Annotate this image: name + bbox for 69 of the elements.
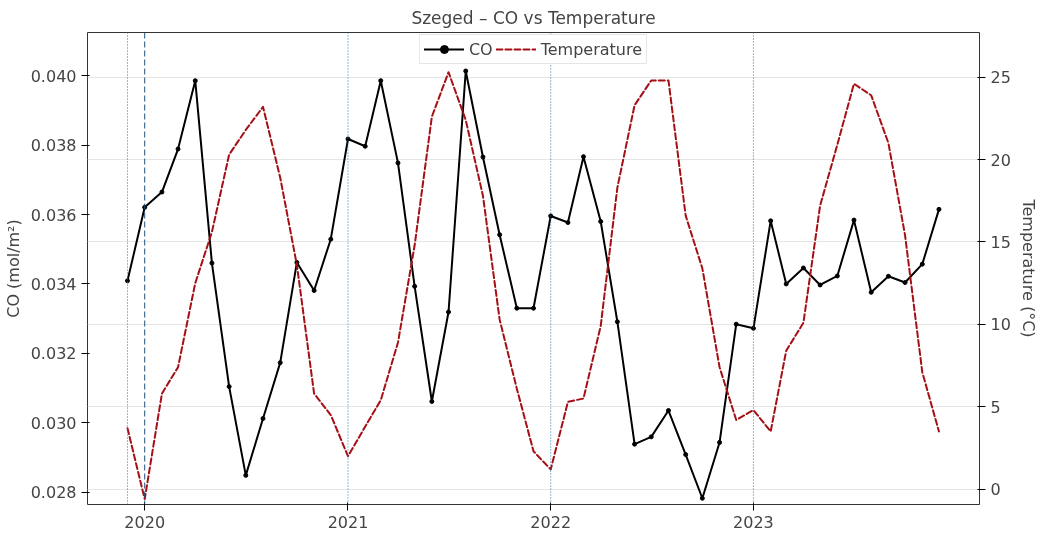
point [463, 68, 469, 74]
point [699, 495, 705, 501]
point [733, 321, 739, 327]
y-tick-label: 0.038 [30, 136, 77, 156]
point [497, 232, 503, 238]
y-axis-title: CO (mol/m²) [3, 219, 23, 318]
y2-tick-label: 15 [990, 232, 1011, 252]
point [683, 452, 689, 458]
point [243, 472, 249, 478]
point [345, 136, 351, 142]
chart-title: Szeged – CO vs Temperature [411, 7, 656, 28]
point [311, 288, 317, 294]
y-tick-label: 0.034 [30, 274, 77, 294]
point [817, 282, 823, 288]
x-tick-label: 2022 [530, 512, 572, 532]
y-tick-label: 0.030 [30, 413, 77, 433]
point [328, 236, 334, 242]
point [936, 206, 942, 212]
point [902, 280, 908, 286]
point [665, 408, 671, 414]
point [209, 260, 215, 266]
x-tick-label: 2021 [327, 512, 369, 532]
y-tick-label: 0.040 [30, 66, 77, 86]
y2-tick-label: 5 [990, 397, 1001, 417]
point [851, 217, 857, 223]
y2-tick-label: 0 [990, 480, 1001, 500]
point [159, 189, 165, 195]
point [531, 305, 536, 311]
point [717, 439, 723, 445]
point [175, 146, 181, 152]
legend-label: CO [468, 39, 493, 59]
point [429, 399, 435, 404]
point [614, 319, 620, 325]
point [834, 273, 840, 279]
point [395, 160, 401, 166]
point [868, 289, 874, 295]
point [632, 441, 638, 447]
point [885, 273, 891, 279]
y-tick-label: 0.036 [30, 205, 77, 225]
y2-tick-label: 20 [990, 150, 1011, 170]
point [192, 78, 198, 84]
point [514, 305, 520, 311]
point [919, 261, 925, 267]
point [260, 416, 266, 421]
point [412, 283, 418, 289]
point [598, 219, 604, 224]
x-tick-label: 2020 [124, 512, 166, 532]
point [580, 154, 586, 160]
point [783, 281, 789, 287]
point [548, 213, 554, 219]
point [362, 143, 368, 149]
point [124, 278, 130, 284]
legend-label: Temperature [540, 39, 643, 59]
point [750, 325, 756, 331]
point [800, 265, 806, 271]
point [226, 384, 232, 390]
y2-tick-label: 25 [990, 68, 1011, 88]
point [768, 218, 774, 224]
point [277, 360, 283, 366]
x-tick-label: 2023 [733, 512, 774, 532]
point [565, 220, 571, 226]
point [446, 309, 452, 315]
y-tick-label: 0.032 [30, 344, 77, 364]
y2-tick-label: 10 [990, 315, 1011, 335]
y2-axis-title: Temperature (°C) [1018, 198, 1038, 338]
point [648, 434, 654, 440]
point [480, 154, 486, 160]
point [378, 78, 384, 84]
y-tick-label: 0.028 [30, 483, 77, 503]
